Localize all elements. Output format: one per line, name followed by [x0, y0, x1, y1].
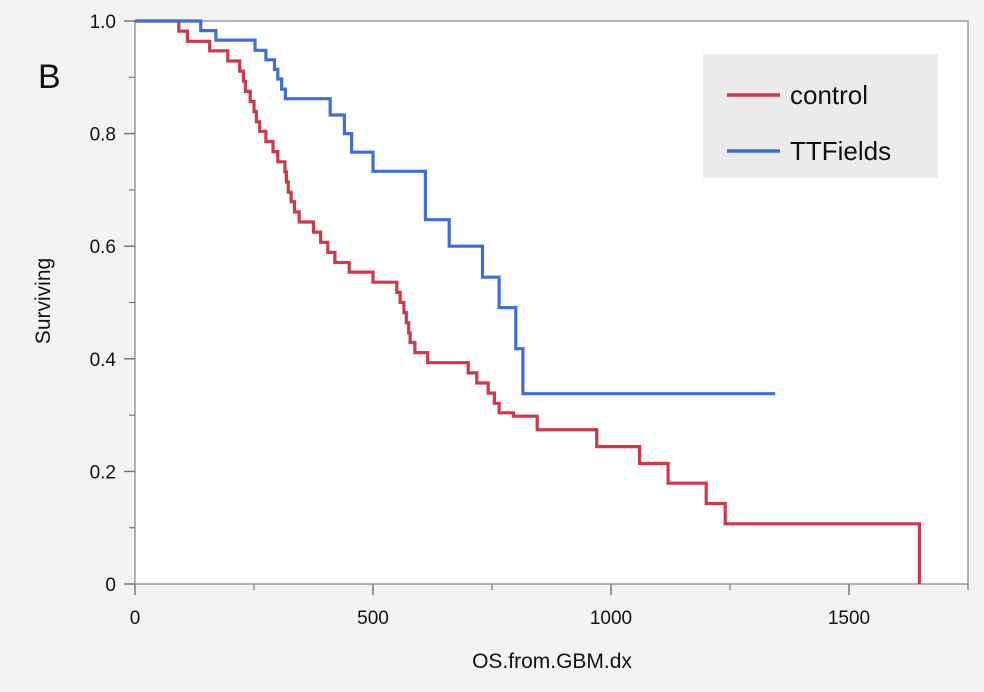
y-tick-label: 0.6	[90, 237, 116, 258]
x-tick-label: 1000	[590, 608, 632, 629]
legend-label-control: control	[790, 80, 868, 110]
legend: control TTFields	[703, 54, 938, 178]
x-tick-label: 0	[130, 608, 141, 629]
x-axis-label: OS.from.GBM.dx	[472, 650, 632, 673]
y-tick-label: 0.2	[90, 462, 116, 483]
legend-label-ttfields: TTFields	[790, 136, 891, 166]
y-tick-label: 0.8	[90, 125, 116, 146]
y-axis-label: Surviving	[32, 258, 55, 344]
panel-label: B	[38, 58, 61, 96]
y-tick-label: 1.0	[90, 12, 116, 33]
series-line-control	[135, 19, 921, 584]
x-tick-label: 1500	[828, 608, 870, 629]
axis-ticks: 0 500 1000 1500 0 0.2 0.4 0.6 0.8 1.0	[90, 12, 969, 629]
series-layer	[135, 19, 921, 584]
x-tick-label: 500	[357, 608, 389, 629]
y-tick-label: 0	[105, 575, 116, 596]
y-tick-label: 0.4	[90, 350, 117, 371]
legend-box	[703, 54, 938, 178]
series-line-ttfields	[135, 19, 776, 396]
